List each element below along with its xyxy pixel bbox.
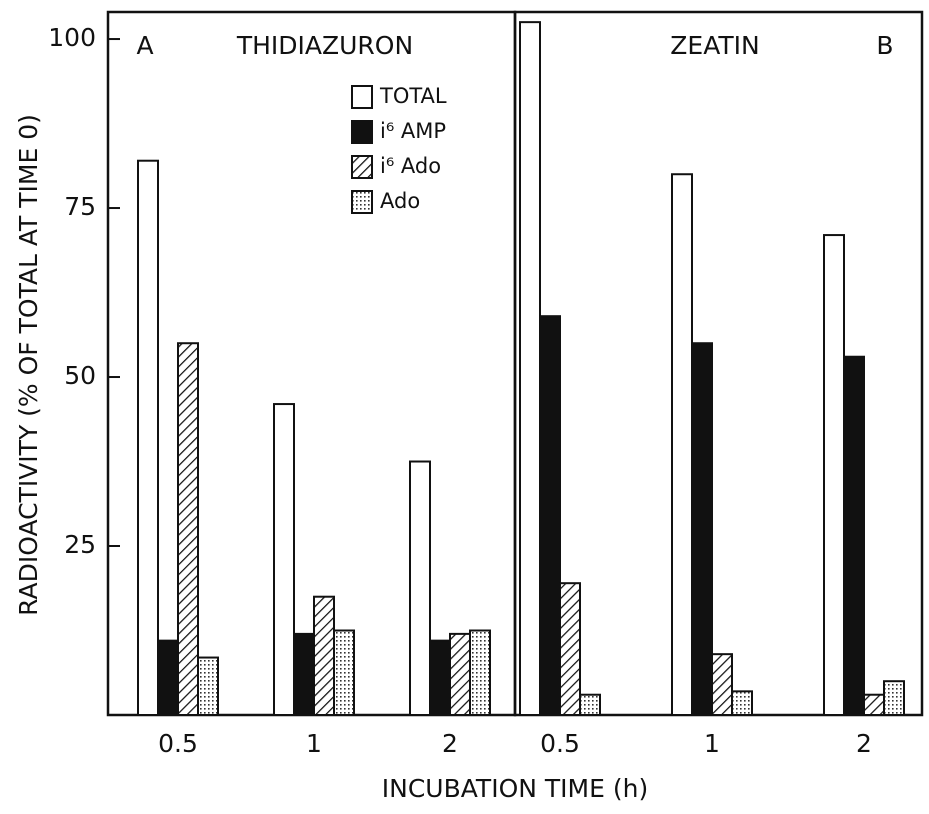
bar xyxy=(273,403,295,716)
bar xyxy=(449,632,471,717)
bar xyxy=(671,173,693,716)
bar xyxy=(863,693,885,716)
y-tick-label: 50 xyxy=(64,361,96,390)
bar xyxy=(293,632,315,717)
bar xyxy=(579,693,601,716)
bar xyxy=(559,582,581,716)
bar xyxy=(843,355,865,716)
legend-label: i⁶ AMP xyxy=(380,119,446,143)
x-tick-label: 1 xyxy=(306,729,322,758)
y-tick-label: 100 xyxy=(48,23,96,52)
x-axis-label: INCUBATION TIME (h) xyxy=(382,774,648,803)
y-tick-label: 25 xyxy=(64,530,96,559)
bar xyxy=(539,315,561,716)
legend-swatch xyxy=(351,120,373,144)
bar xyxy=(711,653,733,716)
bar xyxy=(333,629,355,717)
x-tick-label: 2 xyxy=(856,729,872,758)
bar xyxy=(883,680,905,716)
bar xyxy=(409,460,431,717)
bar xyxy=(177,342,199,716)
legend-label: TOTAL xyxy=(379,84,447,108)
bar xyxy=(429,639,451,716)
legend-label: Ado xyxy=(380,189,420,213)
legend-swatch xyxy=(351,155,373,179)
bar xyxy=(197,656,219,717)
y-axis-label: RADIOACTIVITY (% OF TOTAL AT TIME 0) xyxy=(14,114,43,616)
bar xyxy=(157,639,179,716)
x-tick-label: 0.5 xyxy=(158,729,198,758)
x-tick-label: 0.5 xyxy=(540,729,580,758)
legend-swatch xyxy=(351,190,373,214)
x-tick-label: 2 xyxy=(442,729,458,758)
panel-title: ZEATIN xyxy=(670,31,759,60)
x-tick-label: 1 xyxy=(704,729,720,758)
bar xyxy=(313,595,335,716)
legend-swatch xyxy=(351,85,373,109)
bar xyxy=(469,629,491,717)
panel-label: B xyxy=(876,31,893,60)
bar xyxy=(691,342,713,716)
bar xyxy=(137,159,159,716)
y-tick-label: 75 xyxy=(64,192,96,221)
panel-frame xyxy=(106,10,517,717)
panel-title: THIDIAZURON xyxy=(236,31,413,60)
panel-label: A xyxy=(136,31,153,60)
legend-label: i⁶ Ado xyxy=(380,154,441,178)
bar xyxy=(519,21,541,717)
bar xyxy=(731,690,753,717)
bar xyxy=(823,234,845,716)
